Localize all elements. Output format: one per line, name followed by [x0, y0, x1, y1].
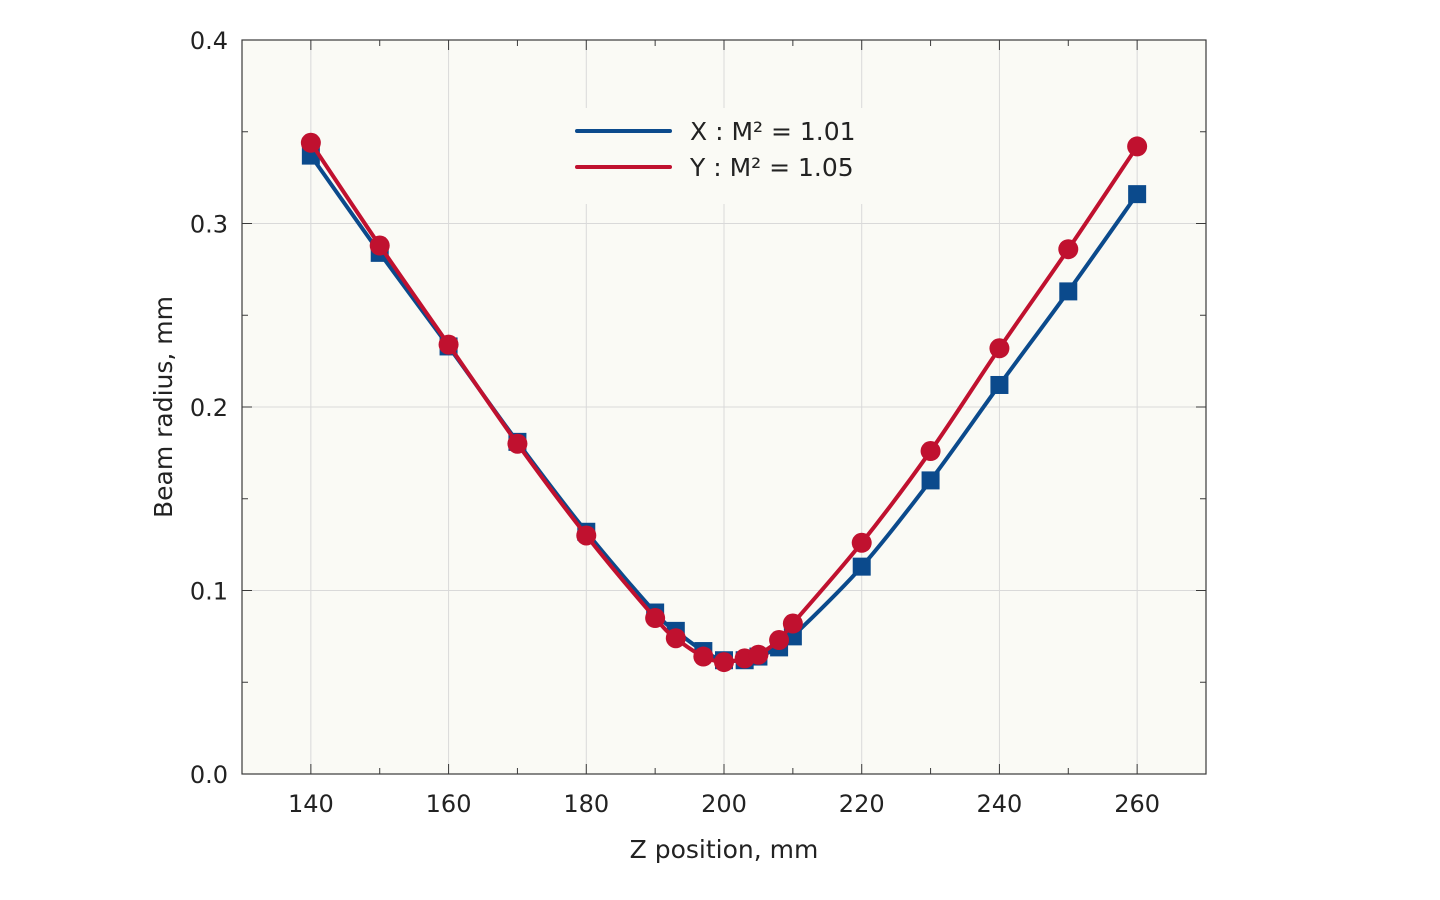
data-point-circle — [665, 628, 686, 649]
y-tick-label: 0.1 — [190, 578, 228, 606]
data-point-circle — [714, 652, 734, 673]
legend-label: Y : M² = 1.05 — [689, 153, 854, 182]
series-y — [300, 132, 1148, 673]
x-tick-label: 160 — [426, 790, 472, 818]
data-point-square — [852, 557, 871, 576]
x-tick-label: 200 — [701, 790, 747, 818]
x-tick-label: 220 — [839, 790, 885, 818]
data-point-circle — [576, 525, 597, 546]
y-tick-label: 0.4 — [190, 27, 228, 55]
data-point-circle — [1058, 239, 1079, 260]
data-point-circle — [851, 532, 872, 553]
x-axis-title: Z position, mm — [630, 835, 819, 864]
series-layer — [300, 132, 1148, 673]
data-point-circle — [920, 441, 941, 462]
data-point-circle — [769, 630, 790, 651]
data-point-circle — [369, 235, 390, 256]
x-tick-label: 260 — [1114, 790, 1160, 818]
data-point-square — [1128, 185, 1147, 204]
y-tick-labels: 0.0 0.1 0.2 0.3 0.4 — [190, 27, 228, 789]
y-tick-label: 0.3 — [190, 211, 228, 239]
data-point-circle — [989, 338, 1010, 359]
y-tick-label: 0.2 — [190, 394, 228, 422]
legend: X : M² = 1.01 Y : M² = 1.05 — [562, 108, 872, 204]
legend-box — [562, 108, 872, 204]
data-point-circle — [1127, 136, 1148, 157]
y-axis-title: Beam radius, mm — [149, 296, 178, 518]
x-tick-label: 240 — [977, 790, 1023, 818]
x-tick-label: 180 — [563, 790, 609, 818]
data-point-circle — [693, 646, 714, 667]
data-point-circle — [782, 613, 803, 634]
legend-label: X : M² = 1.01 — [690, 117, 856, 146]
plot-frame — [241, 39, 1207, 775]
data-point-circle — [748, 644, 769, 665]
data-point-circle — [300, 132, 321, 153]
data-point-circle — [645, 608, 666, 629]
data-point-circle — [438, 334, 459, 355]
y-tick-label: 0.0 — [190, 761, 228, 789]
data-point-circle — [507, 433, 528, 454]
data-point-square — [921, 471, 940, 490]
x-tick-labels: 140 160 180 200 220 240 260 — [288, 790, 1160, 818]
data-point-square — [1059, 282, 1078, 301]
x-tick-label: 140 — [288, 790, 334, 818]
data-point-square — [990, 375, 1009, 394]
